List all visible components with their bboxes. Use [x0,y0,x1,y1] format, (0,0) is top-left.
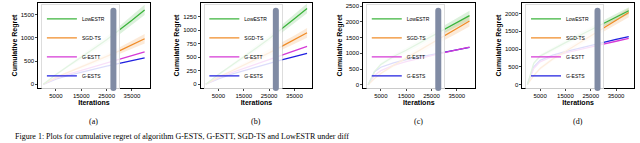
svg-text:1250: 1250 [183,14,197,20]
svg-text:2000: 2000 [346,19,360,25]
svg-text:1000: 1000 [505,46,519,52]
svg-text:(a): (a) [89,117,98,126]
svg-text:LowESTR: LowESTR [82,16,105,22]
svg-text:Cumulative Regret: Cumulative Regret [11,14,19,77]
svg-text:G-ESTS: G-ESTS [82,73,101,79]
svg-text:1000: 1000 [21,35,35,41]
svg-text:2000: 2000 [505,11,519,17]
svg-text:(c): (c) [414,117,423,126]
svg-text:15000: 15000 [235,93,252,99]
svg-text:1500: 1500 [346,35,360,41]
svg-text:Cumulative Regret: Cumulative Regret [173,14,181,77]
svg-text:LowESTR: LowESTR [566,16,589,22]
svg-text:15000: 15000 [398,93,415,99]
svg-text:25000: 25000 [261,93,278,99]
svg-text:15000: 15000 [73,93,90,99]
svg-text:LowESTR: LowESTR [407,16,430,22]
svg-text:25000: 25000 [582,93,599,99]
svg-text:5000: 5000 [212,93,226,99]
svg-text:500: 500 [349,66,360,72]
svg-text:G-ESTS: G-ESTS [407,73,426,79]
svg-text:Figure 1: Plots for cumulative: Figure 1: Plots for cumulative regret of… [15,132,349,141]
svg-text:G-ESTT: G-ESTT [82,54,100,60]
svg-text:5000: 5000 [49,93,63,99]
svg-text:Cumulative Regret: Cumulative Regret [495,14,503,77]
svg-text:G-ESTS: G-ESTS [566,73,585,79]
svg-text:G-ESTS: G-ESTS [244,73,263,79]
svg-text:1000: 1000 [346,50,360,56]
svg-text:500: 500 [24,58,35,64]
svg-text:25000: 25000 [423,93,440,99]
svg-text:SGD-TS: SGD-TS [244,35,264,41]
svg-text:0: 0 [356,82,360,88]
svg-text:35000: 35000 [124,93,141,99]
svg-text:25000: 25000 [98,93,115,99]
svg-text:SGD-TS: SGD-TS [82,35,102,41]
svg-text:SGD-TS: SGD-TS [566,35,586,41]
svg-text:0: 0 [515,82,519,88]
svg-text:G-ESTT: G-ESTT [407,54,425,60]
svg-text:0: 0 [31,81,35,87]
svg-text:35000: 35000 [286,93,303,99]
svg-text:35000: 35000 [608,93,625,99]
svg-text:2500: 2500 [346,3,360,9]
svg-text:LowESTR: LowESTR [244,16,267,22]
svg-text:G-ESTT: G-ESTT [244,54,262,60]
svg-text:500: 500 [508,64,519,70]
svg-text:500: 500 [187,54,198,60]
svg-text:Iterations: Iterations [403,99,435,106]
svg-text:0: 0 [193,81,197,87]
svg-text:5000: 5000 [374,93,388,99]
svg-text:1500: 1500 [505,28,519,34]
svg-text:750: 750 [187,41,198,47]
svg-text:SGD-TS: SGD-TS [407,35,427,41]
svg-text:5000: 5000 [533,93,547,99]
svg-text:Iterations: Iterations [562,99,594,106]
svg-text:(d): (d) [573,117,583,126]
svg-text:Cumulative Regret: Cumulative Regret [336,14,344,77]
svg-text:15000: 15000 [557,93,574,99]
svg-text:35000: 35000 [448,93,465,99]
svg-text:1000: 1000 [183,27,197,33]
svg-text:Iterations: Iterations [78,99,110,106]
svg-text:250: 250 [187,68,198,74]
svg-text:1500: 1500 [21,12,35,18]
svg-text:G-ESTT: G-ESTT [566,54,584,60]
svg-text:Iterations: Iterations [241,99,273,106]
svg-text:(b): (b) [251,117,261,126]
